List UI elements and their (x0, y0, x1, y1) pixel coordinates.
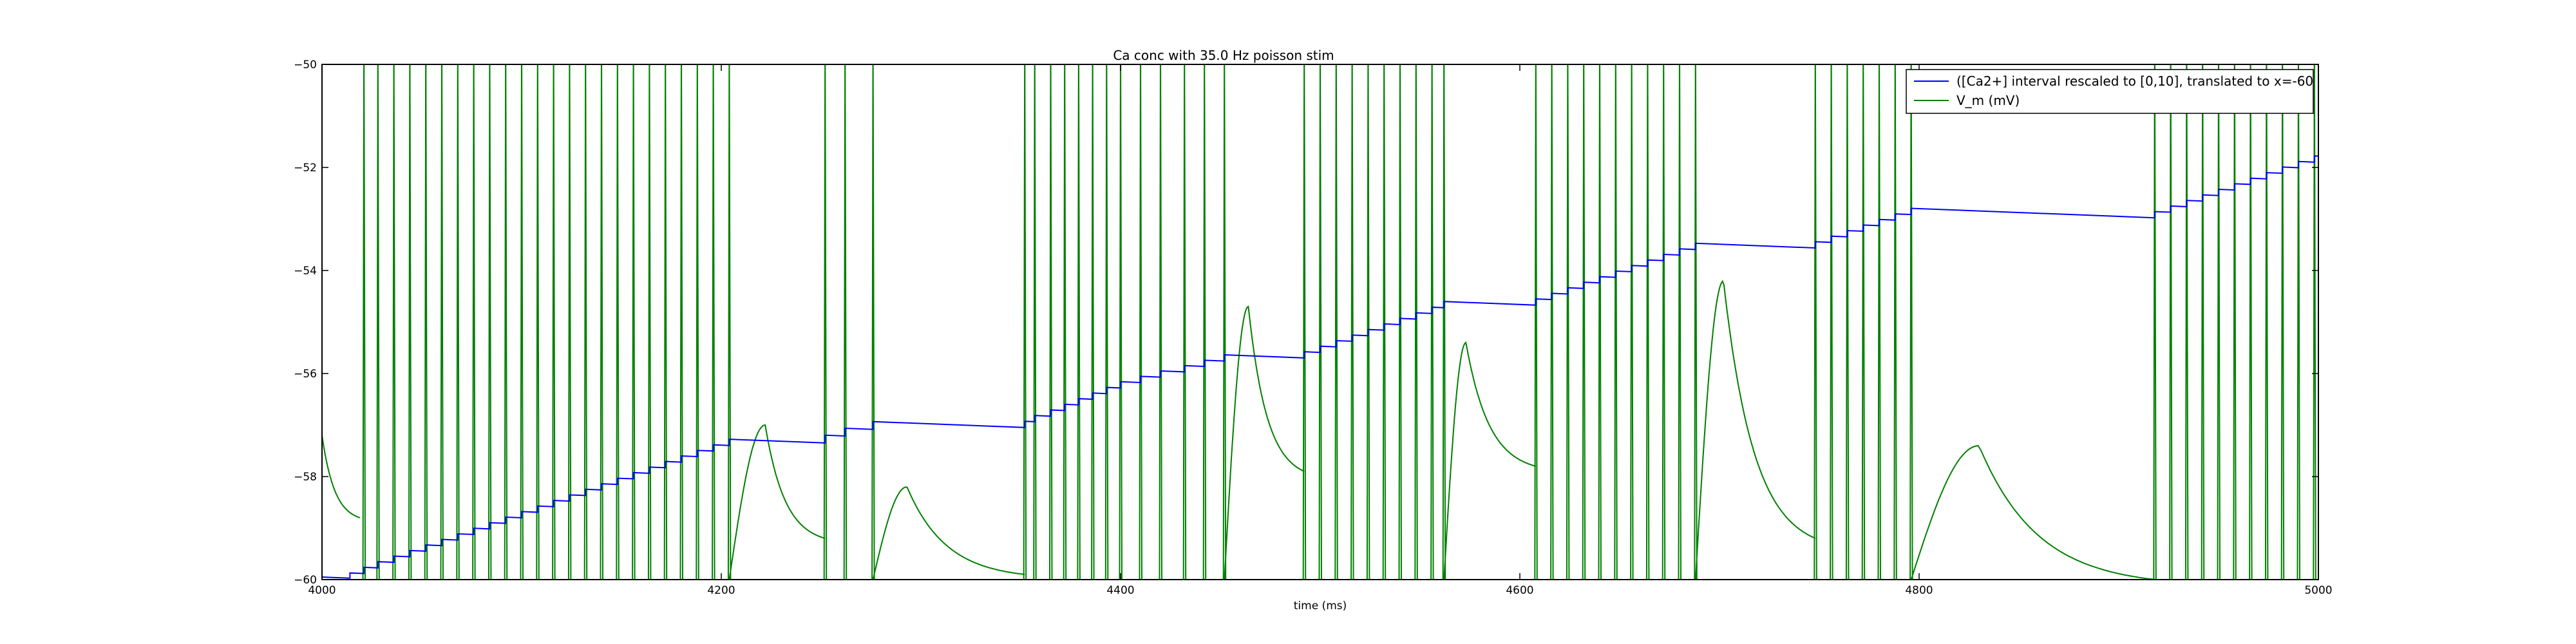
x-tick-label: 5000 (2304, 584, 2332, 597)
x-tick-label: 4200 (707, 584, 735, 597)
legend-label-ca: ([Ca2+] interval rescaled to [0,10], tra… (1956, 73, 2313, 89)
y-tick-label: −50 (294, 59, 317, 71)
plot-frame (321, 64, 2319, 580)
legend-label-vm: V_m (mV) (1956, 93, 2020, 108)
legend: ([Ca2+] interval rescaled to [0,10], tra… (1906, 69, 2314, 114)
legend-box (1906, 69, 2314, 114)
y-tick-label: −52 (294, 162, 317, 175)
x-axis-title: time (ms) (1294, 600, 1347, 612)
x-tick-label: 4000 (308, 584, 336, 597)
x-tick-label: 4600 (1506, 584, 1533, 597)
x-tick-label: 4400 (1106, 584, 1134, 597)
series-line-vm (322, 64, 2316, 580)
chart-title: Ca conc with 35.0 Hz poisson stim (1113, 48, 1334, 63)
x-tick-label: 4800 (1905, 584, 1933, 597)
series-line-ca (322, 155, 2318, 579)
y-tick-label: −60 (294, 574, 317, 587)
y-tick-label: −58 (294, 471, 317, 484)
y-tick-label: −54 (294, 265, 317, 278)
y-tick-label: −56 (294, 368, 317, 381)
